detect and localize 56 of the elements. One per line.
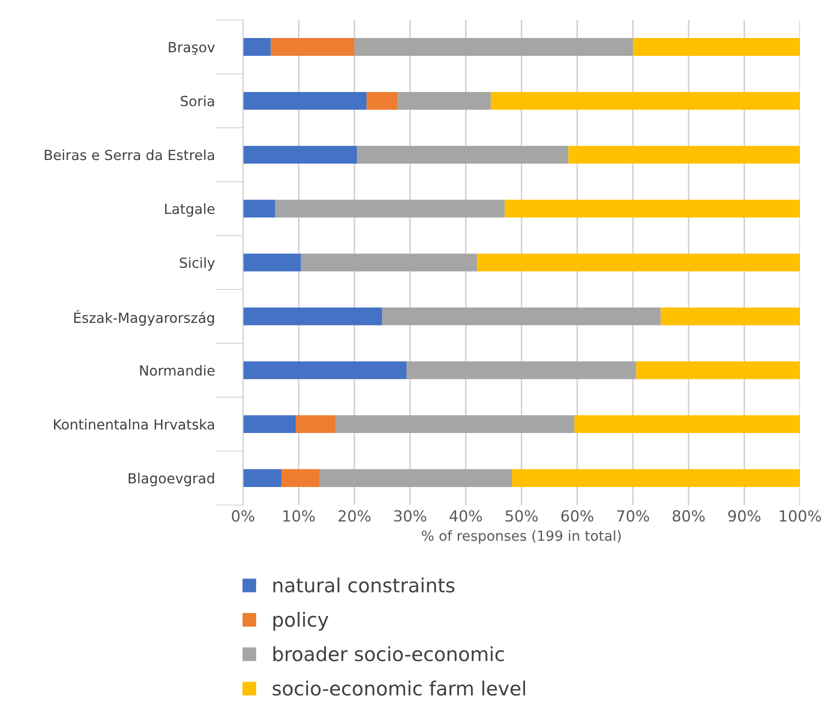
x-tick-label: 70%	[617, 510, 650, 522]
bar	[275, 200, 505, 218]
bar	[490, 92, 800, 110]
bar	[243, 146, 358, 164]
x-tick-label: 0%	[232, 510, 254, 522]
bar	[636, 361, 800, 380]
y-tick-label: Normandie	[140, 365, 214, 376]
bar	[504, 200, 800, 218]
bar	[354, 38, 633, 56]
y-tick-label: Sicily	[180, 257, 215, 271]
y-tick-label: Észak-Magyarország	[74, 310, 214, 326]
y-tick-label: Latgale	[165, 203, 214, 217]
bar	[243, 254, 301, 272]
x-tick-label: 80%	[672, 510, 705, 522]
bar	[660, 307, 800, 326]
y-tick-label: Blagoevgrad	[128, 472, 214, 486]
y-tick-label: Beiras e Serra da Estrela	[44, 149, 214, 160]
legend-label: natural constraints	[273, 578, 454, 593]
y-tick-label: Braşov	[168, 42, 215, 55]
x-tick-label: 10%	[283, 510, 315, 522]
bar	[366, 92, 398, 110]
bar	[357, 146, 568, 164]
bar	[382, 307, 661, 326]
x-tick-label: 100%	[780, 510, 821, 522]
y-tick-label: Soria	[180, 96, 214, 106]
bar	[568, 146, 800, 164]
x-tick-label: 90%	[728, 510, 760, 522]
bar	[335, 415, 574, 434]
bar	[243, 38, 271, 56]
bar	[243, 307, 382, 326]
x-tick-label: 50%	[506, 510, 538, 522]
bar	[243, 415, 296, 434]
bar	[398, 92, 491, 110]
bar	[476, 254, 800, 272]
bar	[406, 361, 636, 380]
bar	[296, 415, 336, 434]
bar	[243, 361, 407, 380]
legend-label: policy	[273, 612, 328, 631]
bar	[300, 254, 477, 272]
bar	[270, 38, 354, 56]
bar	[243, 469, 282, 487]
bar	[243, 92, 367, 110]
y-tick-label: Kontinentalna Hrvatska	[54, 418, 214, 430]
x-tick-label: 40%	[450, 510, 482, 522]
legend-label: broader socio-economic	[273, 646, 504, 662]
bar	[574, 415, 800, 434]
bar	[632, 38, 800, 56]
bar	[281, 469, 320, 487]
x-axis-title: % of responses (199 in total)	[422, 530, 621, 544]
x-tick-label: 20%	[338, 510, 371, 522]
x-tick-label: 60%	[561, 510, 594, 522]
bar	[243, 200, 276, 218]
bar	[320, 469, 512, 487]
legend-label: socio-economic farm level	[272, 680, 525, 696]
bar	[512, 469, 800, 487]
x-tick-label: 30%	[394, 510, 426, 522]
